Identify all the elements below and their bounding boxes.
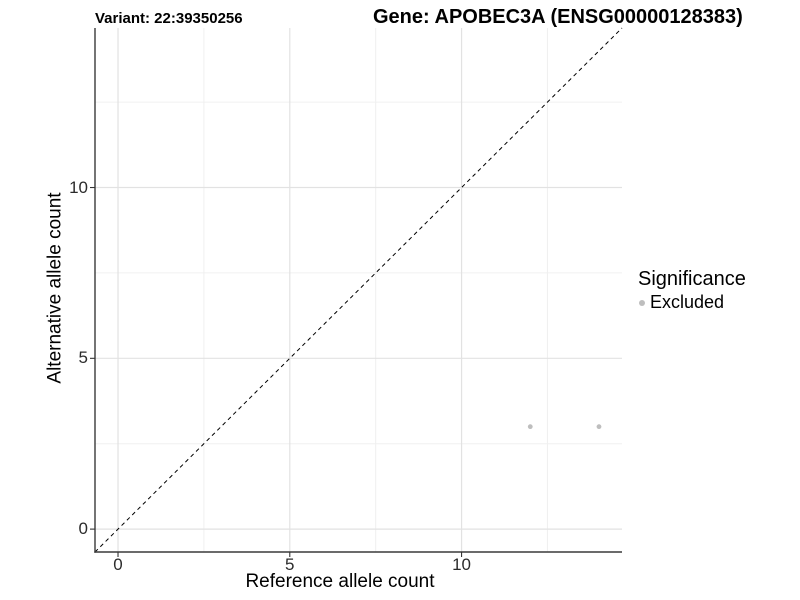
legend-title: Significance (638, 268, 746, 290)
plot-title-variant: Variant: 22:39350256 (95, 10, 243, 27)
x-tick-label: 5 (285, 555, 295, 574)
y-tick-label: 0 (78, 519, 88, 539)
data-point (527, 424, 533, 430)
x-tick-label: 10 (452, 555, 472, 574)
y-tick-label: 10 (69, 177, 88, 197)
y-tick-label: 5 (78, 348, 88, 368)
legend-entry-excluded: Excluded (639, 292, 746, 313)
legend-key-dot-icon (639, 299, 645, 306)
identity-line (94, 27, 623, 553)
data-point (596, 424, 602, 430)
legend-entry-label: Excluded (650, 292, 725, 312)
x-tick-label: 0 (113, 555, 123, 574)
x-axis-title: Reference allele count (245, 571, 435, 592)
legend: Significance Excluded (638, 268, 746, 313)
plot-title-gene: Gene: APOBEC3A (ENSG00000128383) (373, 6, 743, 28)
y-axis-title: Alternative allele count (44, 192, 66, 384)
